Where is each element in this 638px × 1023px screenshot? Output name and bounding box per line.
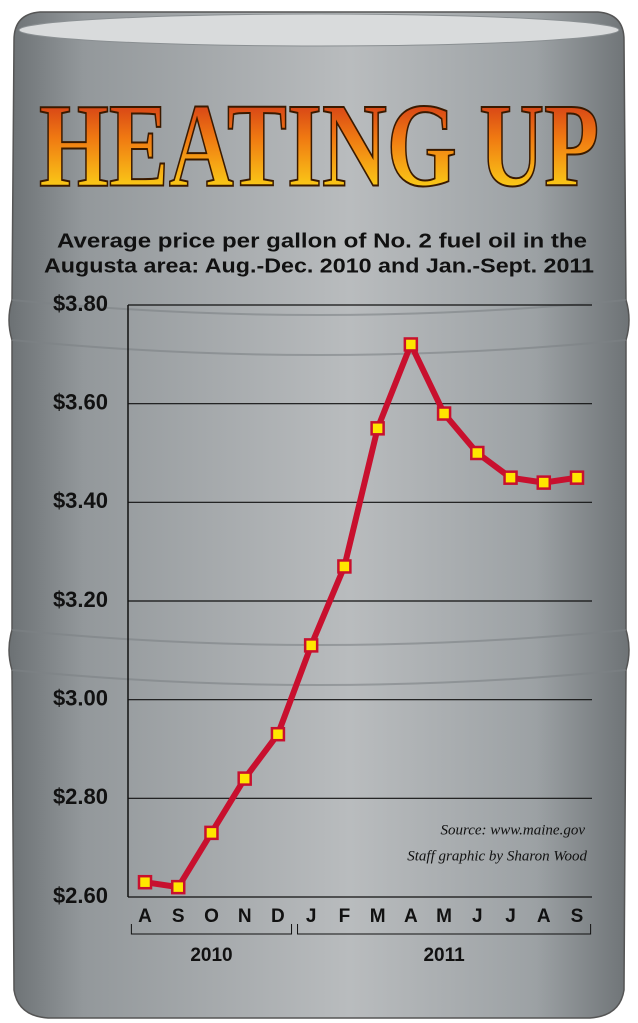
data-point: [370, 421, 385, 436]
y-tick-label: $3.60: [53, 389, 108, 414]
year-bracket: [130, 924, 293, 935]
data-point: [470, 445, 485, 461]
x-tick-label: F: [339, 906, 351, 927]
y-tick-label: $3.80: [53, 291, 108, 316]
data-point: [503, 470, 518, 485]
y-tick-label: $3.00: [53, 685, 108, 710]
y-tick-label: $2.80: [53, 784, 108, 809]
y-tick-label: $3.20: [53, 587, 108, 612]
data-point: [436, 406, 452, 421]
year-bracket: [297, 924, 592, 935]
data-point: [536, 475, 552, 490]
x-tick-label: A: [138, 906, 152, 927]
x-tick-label: A: [537, 906, 551, 927]
x-tick-label: N: [238, 906, 252, 927]
chart-title: HEATING UP: [39, 79, 599, 212]
credit-note: Staff graphic by Sharon Wood: [407, 848, 587, 864]
data-point: [137, 874, 153, 890]
subtitle: Augusta area: Aug.-Dec. 2010 and Jan.-Se…: [44, 255, 594, 277]
data-point: [204, 825, 219, 841]
y-tick-label: $2.60: [53, 883, 108, 908]
data-point: [303, 638, 319, 653]
data-point: [569, 470, 585, 485]
x-tick-label: J: [505, 906, 516, 927]
data-point: [170, 879, 186, 895]
year-label: 2011: [423, 945, 465, 966]
y-tick-label: $3.40: [53, 488, 108, 513]
x-tick-label: S: [571, 906, 584, 927]
year-label: 2010: [190, 945, 232, 966]
x-tick-label: O: [204, 906, 219, 927]
subtitle: Average price per gallon of No. 2 fuel o…: [57, 230, 587, 252]
x-tick-label: A: [404, 906, 418, 927]
source-note: Source: www.maine.gov: [440, 822, 585, 838]
x-tick-label: M: [436, 906, 452, 927]
barrel: [8, 11, 630, 1019]
data-point: [403, 337, 419, 352]
data-point: [337, 559, 352, 574]
x-tick-label: J: [472, 906, 483, 927]
data-point: [237, 771, 252, 786]
x-tick-label: J: [306, 906, 317, 927]
x-tick-label: M: [370, 906, 386, 927]
data-point: [270, 726, 286, 742]
x-tick-label: D: [271, 906, 285, 927]
x-tick-label: S: [172, 906, 185, 927]
